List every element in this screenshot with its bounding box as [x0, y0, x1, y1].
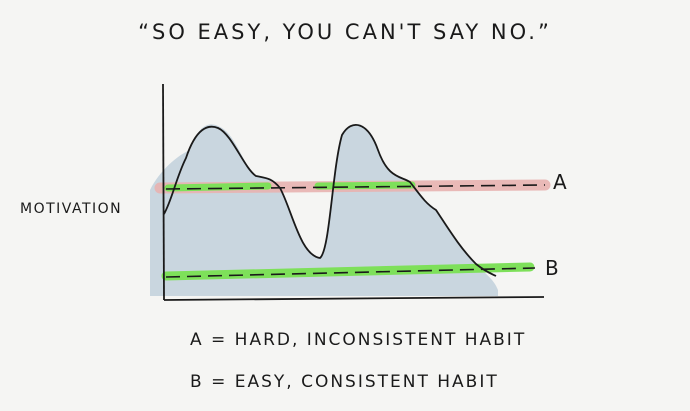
line-b-highlight: [161, 262, 535, 281]
legend-b: B = Easy, consistent habit: [190, 372, 499, 392]
line-b-label: B: [545, 256, 559, 280]
legend-a: A = Hard, inconsistent habit: [190, 330, 527, 350]
line-a-dashed: [165, 184, 546, 190]
motivation-curve: [163, 124, 497, 277]
y-axis-label: Motivation: [20, 201, 123, 217]
line-a-green-segment-1: [164, 182, 272, 192]
y-axis: [162, 83, 165, 301]
motivation-area: [150, 124, 498, 296]
line-b-dashed: [165, 267, 536, 278]
diagram-title: “So easy, you can't say no.”: [138, 20, 552, 44]
x-axis: [163, 296, 545, 301]
line-a-label: A: [553, 170, 567, 194]
